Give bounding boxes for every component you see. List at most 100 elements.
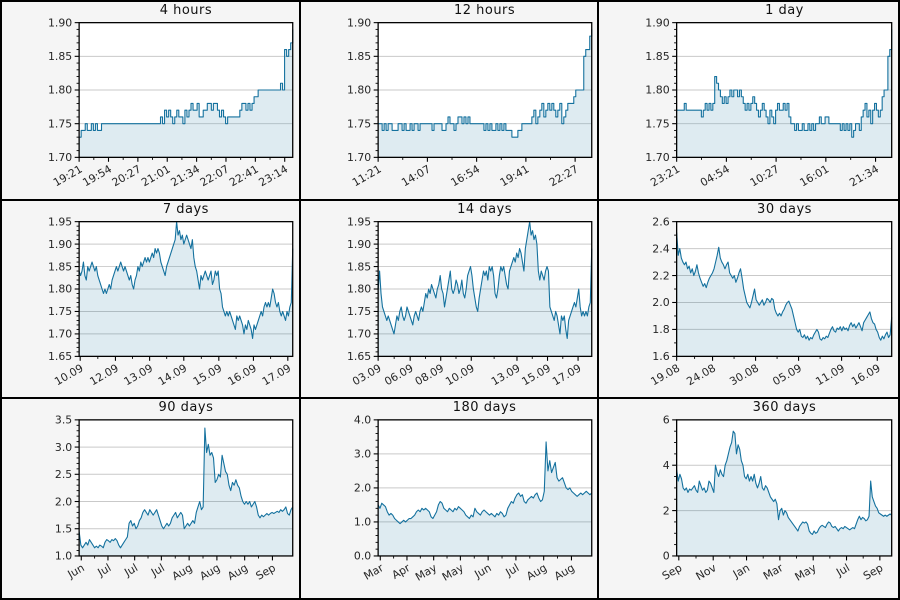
svg-text:1.90: 1.90 (646, 16, 670, 29)
svg-text:1.80: 1.80 (48, 84, 72, 97)
chart-panel-7-days: 1.65 1.70 1.75 1.80 1.85 1.90 1.95 10.09 12.09 13… (2, 200, 301, 400)
svg-text:May: May (413, 561, 439, 584)
svg-text:2.4: 2.4 (653, 242, 670, 255)
chart-canvas-4-hours: 1.70 1.75 1.80 1.85 1.90 19:2119:5420:2721:01… (48, 16, 294, 189)
svg-text:24.08: 24.08 (685, 361, 719, 388)
svg-text:1.70: 1.70 (347, 327, 371, 340)
svg-text:22:27: 22:27 (547, 162, 581, 189)
svg-text:2: 2 (663, 505, 670, 518)
svg-text:4.0: 4.0 (354, 414, 371, 427)
svg-text:14.09: 14.09 (156, 361, 190, 388)
svg-text:6: 6 (663, 414, 670, 427)
svg-text:May: May (793, 561, 820, 584)
svg-text:04:54: 04:54 (698, 162, 732, 189)
chart-canvas-360-days: 0 2 4 6 Sep Nov Jan Mar May Jul Sep (660, 414, 893, 584)
svg-text:1.80: 1.80 (646, 84, 670, 97)
svg-text:10.09: 10.09 (52, 361, 86, 388)
chart-canvas-30-days: 1.6 1.8 2.0 2.2 2.4 2.6 19.08 24.08 30.08 05.09 11… (649, 215, 893, 388)
svg-text:Aug: Aug (524, 562, 549, 584)
svg-text:1.0: 1.0 (55, 550, 72, 563)
svg-text:2.2: 2.2 (653, 269, 670, 282)
svg-text:1.70: 1.70 (646, 151, 670, 164)
svg-text:06.09: 06.09 (382, 361, 416, 388)
svg-text:1.95: 1.95 (48, 215, 72, 228)
chart-panel-14-days: 1.65 1.70 1.75 1.80 1.85 1.90 1.95 03.09 06.09 08… (300, 200, 600, 400)
svg-text:1.75: 1.75 (48, 117, 72, 130)
svg-text:1.90: 1.90 (48, 16, 72, 29)
svg-text:3.0: 3.0 (354, 448, 371, 461)
svg-text:2.6: 2.6 (653, 215, 670, 228)
svg-text:1.90: 1.90 (347, 16, 371, 29)
svg-text:Aug: Aug (197, 562, 222, 584)
svg-text:1.65: 1.65 (347, 350, 371, 363)
svg-text:1.80: 1.80 (347, 84, 371, 97)
svg-text:20:27: 20:27 (110, 162, 144, 189)
svg-text:1.75: 1.75 (347, 117, 371, 130)
chart-canvas-14-days: 1.65 1.70 1.75 1.80 1.85 1.90 1.95 03.0906.0908… (347, 215, 593, 388)
svg-text:Apr: Apr (389, 561, 412, 582)
svg-text:2.5: 2.5 (55, 468, 72, 481)
svg-text:Jun: Jun (471, 562, 493, 582)
svg-text:1.95: 1.95 (347, 215, 371, 228)
svg-text:1.0: 1.0 (354, 516, 371, 529)
svg-text:1.80: 1.80 (347, 282, 371, 295)
svg-text:17.09: 17.09 (550, 361, 584, 388)
chart-panel-4-hours: 1.70 1.75 1.80 1.85 1.90 19:21 19:54 20:27 21:01… (2, 2, 301, 201)
svg-text:0: 0 (663, 550, 670, 563)
svg-text:16:54: 16:54 (448, 162, 482, 189)
svg-text:1.6: 1.6 (653, 350, 670, 363)
svg-text:16:01: 16:01 (798, 163, 832, 190)
svg-text:Mar: Mar (761, 561, 786, 583)
svg-text:1.85: 1.85 (646, 50, 670, 63)
svg-text:30.08: 30.08 (728, 361, 762, 388)
svg-text:1.90: 1.90 (347, 238, 371, 251)
chart-canvas-12-hours: 1.70 1.75 1.80 1.85 1.90 11:21 14:07 16:54 19:41… (347, 16, 593, 189)
svg-text:1.75: 1.75 (347, 305, 371, 318)
svg-text:Sep: Sep (254, 561, 278, 583)
svg-text:23:14: 23:14 (257, 162, 291, 189)
svg-text:10:27: 10:27 (748, 163, 782, 190)
svg-text:1.75: 1.75 (646, 117, 670, 130)
svg-text:15.09: 15.09 (191, 361, 225, 388)
svg-text:2.0: 2.0 (653, 296, 670, 309)
svg-text:08.09: 08.09 (412, 361, 446, 388)
svg-text:Nov: Nov (694, 561, 719, 583)
svg-text:1.70: 1.70 (48, 151, 72, 164)
svg-text:Aug: Aug (552, 562, 577, 584)
svg-text:19:41: 19:41 (497, 162, 531, 189)
chart-panel-12-hours: 1.70 1.75 1.80 1.85 1.90 11:21 14:07 16:54 19:41… (300, 2, 600, 201)
svg-text:13.09: 13.09 (122, 361, 156, 388)
svg-text:1.65: 1.65 (48, 350, 72, 363)
chart-panel-90-days: 1.0 1.5 2.0 2.5 3.0 3.5 Jun Jul Jul Jul Aug Aug Aug S… (2, 399, 301, 598)
svg-text:21:34: 21:34 (848, 162, 882, 189)
svg-text:11.09: 11.09 (814, 361, 848, 388)
svg-text:1.70: 1.70 (347, 151, 371, 164)
svg-text:1.80: 1.80 (48, 282, 72, 295)
svg-text:1.85: 1.85 (347, 260, 371, 273)
svg-text:Jul: Jul (502, 562, 521, 580)
svg-text:3.0: 3.0 (55, 441, 72, 454)
svg-text:10.09: 10.09 (443, 361, 477, 388)
svg-text:17.09: 17.09 (260, 361, 294, 388)
svg-text:13.09: 13.09 (489, 361, 523, 388)
svg-text:19.08: 19.08 (649, 361, 683, 388)
svg-text:Jun: Jun (65, 562, 87, 582)
svg-text:2.0: 2.0 (55, 496, 72, 509)
chart-panel-30-days: 1.6 1.8 2.0 2.2 2.4 2.6 19.08 24.08 30.08 05.09 11… (599, 200, 898, 400)
svg-text:05.09: 05.09 (771, 361, 805, 388)
svg-text:Jan: Jan (730, 562, 752, 582)
svg-text:15.09: 15.09 (519, 361, 553, 388)
svg-text:Aug: Aug (225, 562, 250, 584)
svg-text:19:21: 19:21 (51, 162, 85, 189)
chart-canvas-1-day: 1.70 1.75 1.80 1.85 1.90 23:21 04:54 10:27 16:01… (646, 16, 893, 190)
chart-panel-1-day: 1.70 1.75 1.80 1.85 1.90 23:21 04:54 10:27 16:01… (599, 2, 898, 201)
svg-text:22:07: 22:07 (198, 162, 232, 189)
chart-panel-180-days: 0.0 1.0 2.0 3.0 4.0 Mar Apr May May Jun Jul Aug Aug … (300, 399, 600, 598)
svg-text:Jul: Jul (95, 562, 114, 580)
svg-text:Aug: Aug (170, 562, 195, 584)
svg-text:12.09: 12.09 (87, 361, 121, 388)
svg-text:Jul: Jul (148, 562, 167, 580)
svg-text:Sep: Sep (660, 562, 684, 584)
